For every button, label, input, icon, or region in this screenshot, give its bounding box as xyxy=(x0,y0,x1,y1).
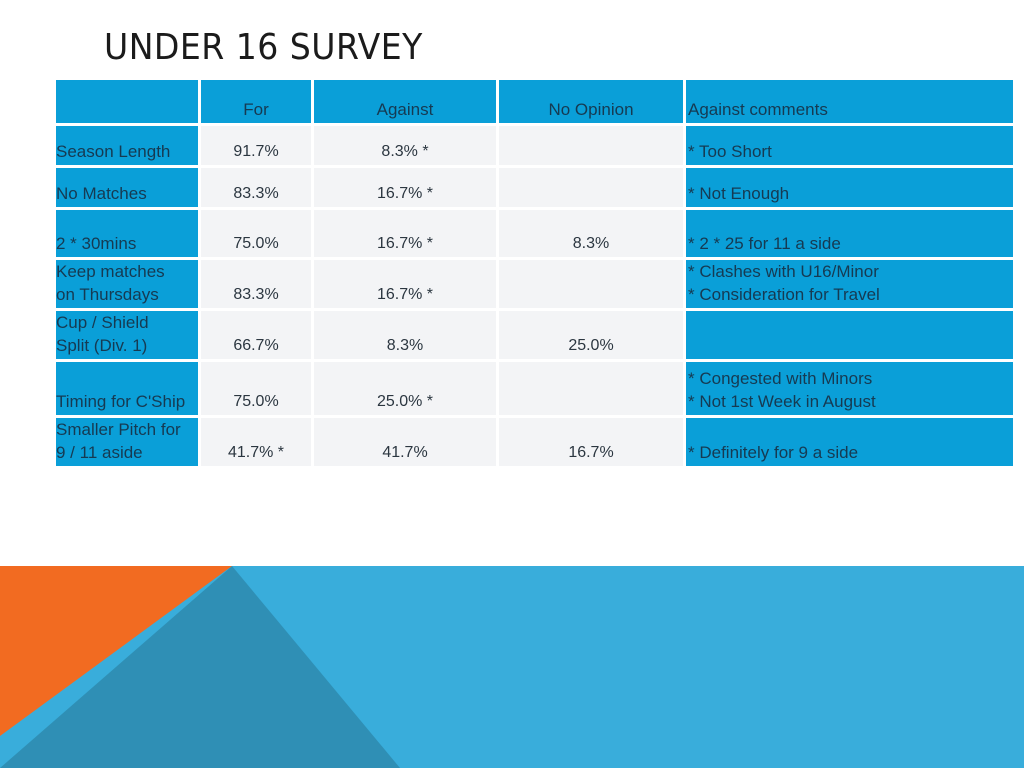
row-label-cell: No Matches xyxy=(53,165,201,210)
against-cell: 41.7% xyxy=(311,415,499,469)
no-opinion-cell xyxy=(496,359,686,418)
decorative-bottom-band xyxy=(0,566,1024,768)
table-body: Season Length 91.7% 8.3% * * Too Short No Ma… xyxy=(53,123,1016,469)
table-header-row: For Against No Opinion Against comments xyxy=(53,77,1016,126)
header-cell-empty xyxy=(53,77,201,126)
survey-table: For Against No Opinion Against comments … xyxy=(53,77,1016,469)
no-opinion-cell xyxy=(496,257,686,311)
no-opinion-cell xyxy=(496,123,686,168)
no-opinion-cell: 8.3% xyxy=(496,207,686,260)
against-cell: 25.0% * xyxy=(311,359,499,418)
header-cell-against: Against xyxy=(311,77,499,126)
row-label-cell: Keep matches on Thursdays xyxy=(53,257,201,311)
row-label-cell: Timing for C'Ship xyxy=(53,359,201,418)
for-cell: 83.3% xyxy=(198,257,314,311)
for-cell: 41.7% * xyxy=(198,415,314,469)
comment-cell: * Too Short xyxy=(683,123,1016,168)
for-cell: 75.0% xyxy=(198,359,314,418)
against-cell: 8.3% xyxy=(311,308,499,362)
against-cell: 8.3% * xyxy=(311,123,499,168)
slide-title: UNDER 16 SURVEY xyxy=(104,27,423,68)
table-row: Cup / Shield Split (Div. 1) 66.7% 8.3% 25.0… xyxy=(53,308,1016,362)
table-row: Smaller Pitch for 9 / 11 aside 41.7% * 41.… xyxy=(53,415,1016,469)
header-cell-against-comments: Against comments xyxy=(683,77,1016,126)
row-label-cell: Season Length xyxy=(53,123,201,168)
comment-cell: * Clashes with U16/Minor * Consideration… xyxy=(683,257,1016,311)
row-label-cell: Smaller Pitch for 9 / 11 aside xyxy=(53,415,201,469)
comment-cell: * Congested with Minors * Not 1st Week i… xyxy=(683,359,1016,418)
for-cell: 66.7% xyxy=(198,308,314,362)
for-cell: 91.7% xyxy=(198,123,314,168)
table-row: Season Length 91.7% 8.3% * * Too Short xyxy=(53,123,1016,168)
table-row: Keep matches on Thursdays 83.3% 16.7% * * C… xyxy=(53,257,1016,311)
for-cell: 75.0% xyxy=(198,207,314,260)
comment-cell: * 2 * 25 for 11 a side xyxy=(683,207,1016,260)
header-cell-no-opinion: No Opinion xyxy=(496,77,686,126)
no-opinion-cell: 25.0% xyxy=(496,308,686,362)
against-cell: 16.7% * xyxy=(311,257,499,311)
band-orange-triangle xyxy=(0,566,232,736)
table-row: 2 * 30mins 75.0% 16.7% * 8.3% * 2 * 25 for 1… xyxy=(53,207,1016,260)
no-opinion-cell: 16.7% xyxy=(496,415,686,469)
comment-cell: * Not Enough xyxy=(683,165,1016,210)
no-opinion-cell xyxy=(496,165,686,210)
header-cell-for: For xyxy=(198,77,314,126)
row-label-cell: Cup / Shield Split (Div. 1) xyxy=(53,308,201,362)
against-cell: 16.7% * xyxy=(311,165,499,210)
band-teal-wedge xyxy=(0,566,400,768)
row-label-cell: 2 * 30mins xyxy=(53,207,201,260)
table-row: Timing for C'Ship 75.0% 25.0% * * Congested… xyxy=(53,359,1016,418)
comment-cell xyxy=(683,308,1016,362)
against-cell: 16.7% * xyxy=(311,207,499,260)
table-row: No Matches 83.3% 16.7% * * Not Enough xyxy=(53,165,1016,210)
comment-cell: * Definitely for 9 a side xyxy=(683,415,1016,469)
for-cell: 83.3% xyxy=(198,165,314,210)
